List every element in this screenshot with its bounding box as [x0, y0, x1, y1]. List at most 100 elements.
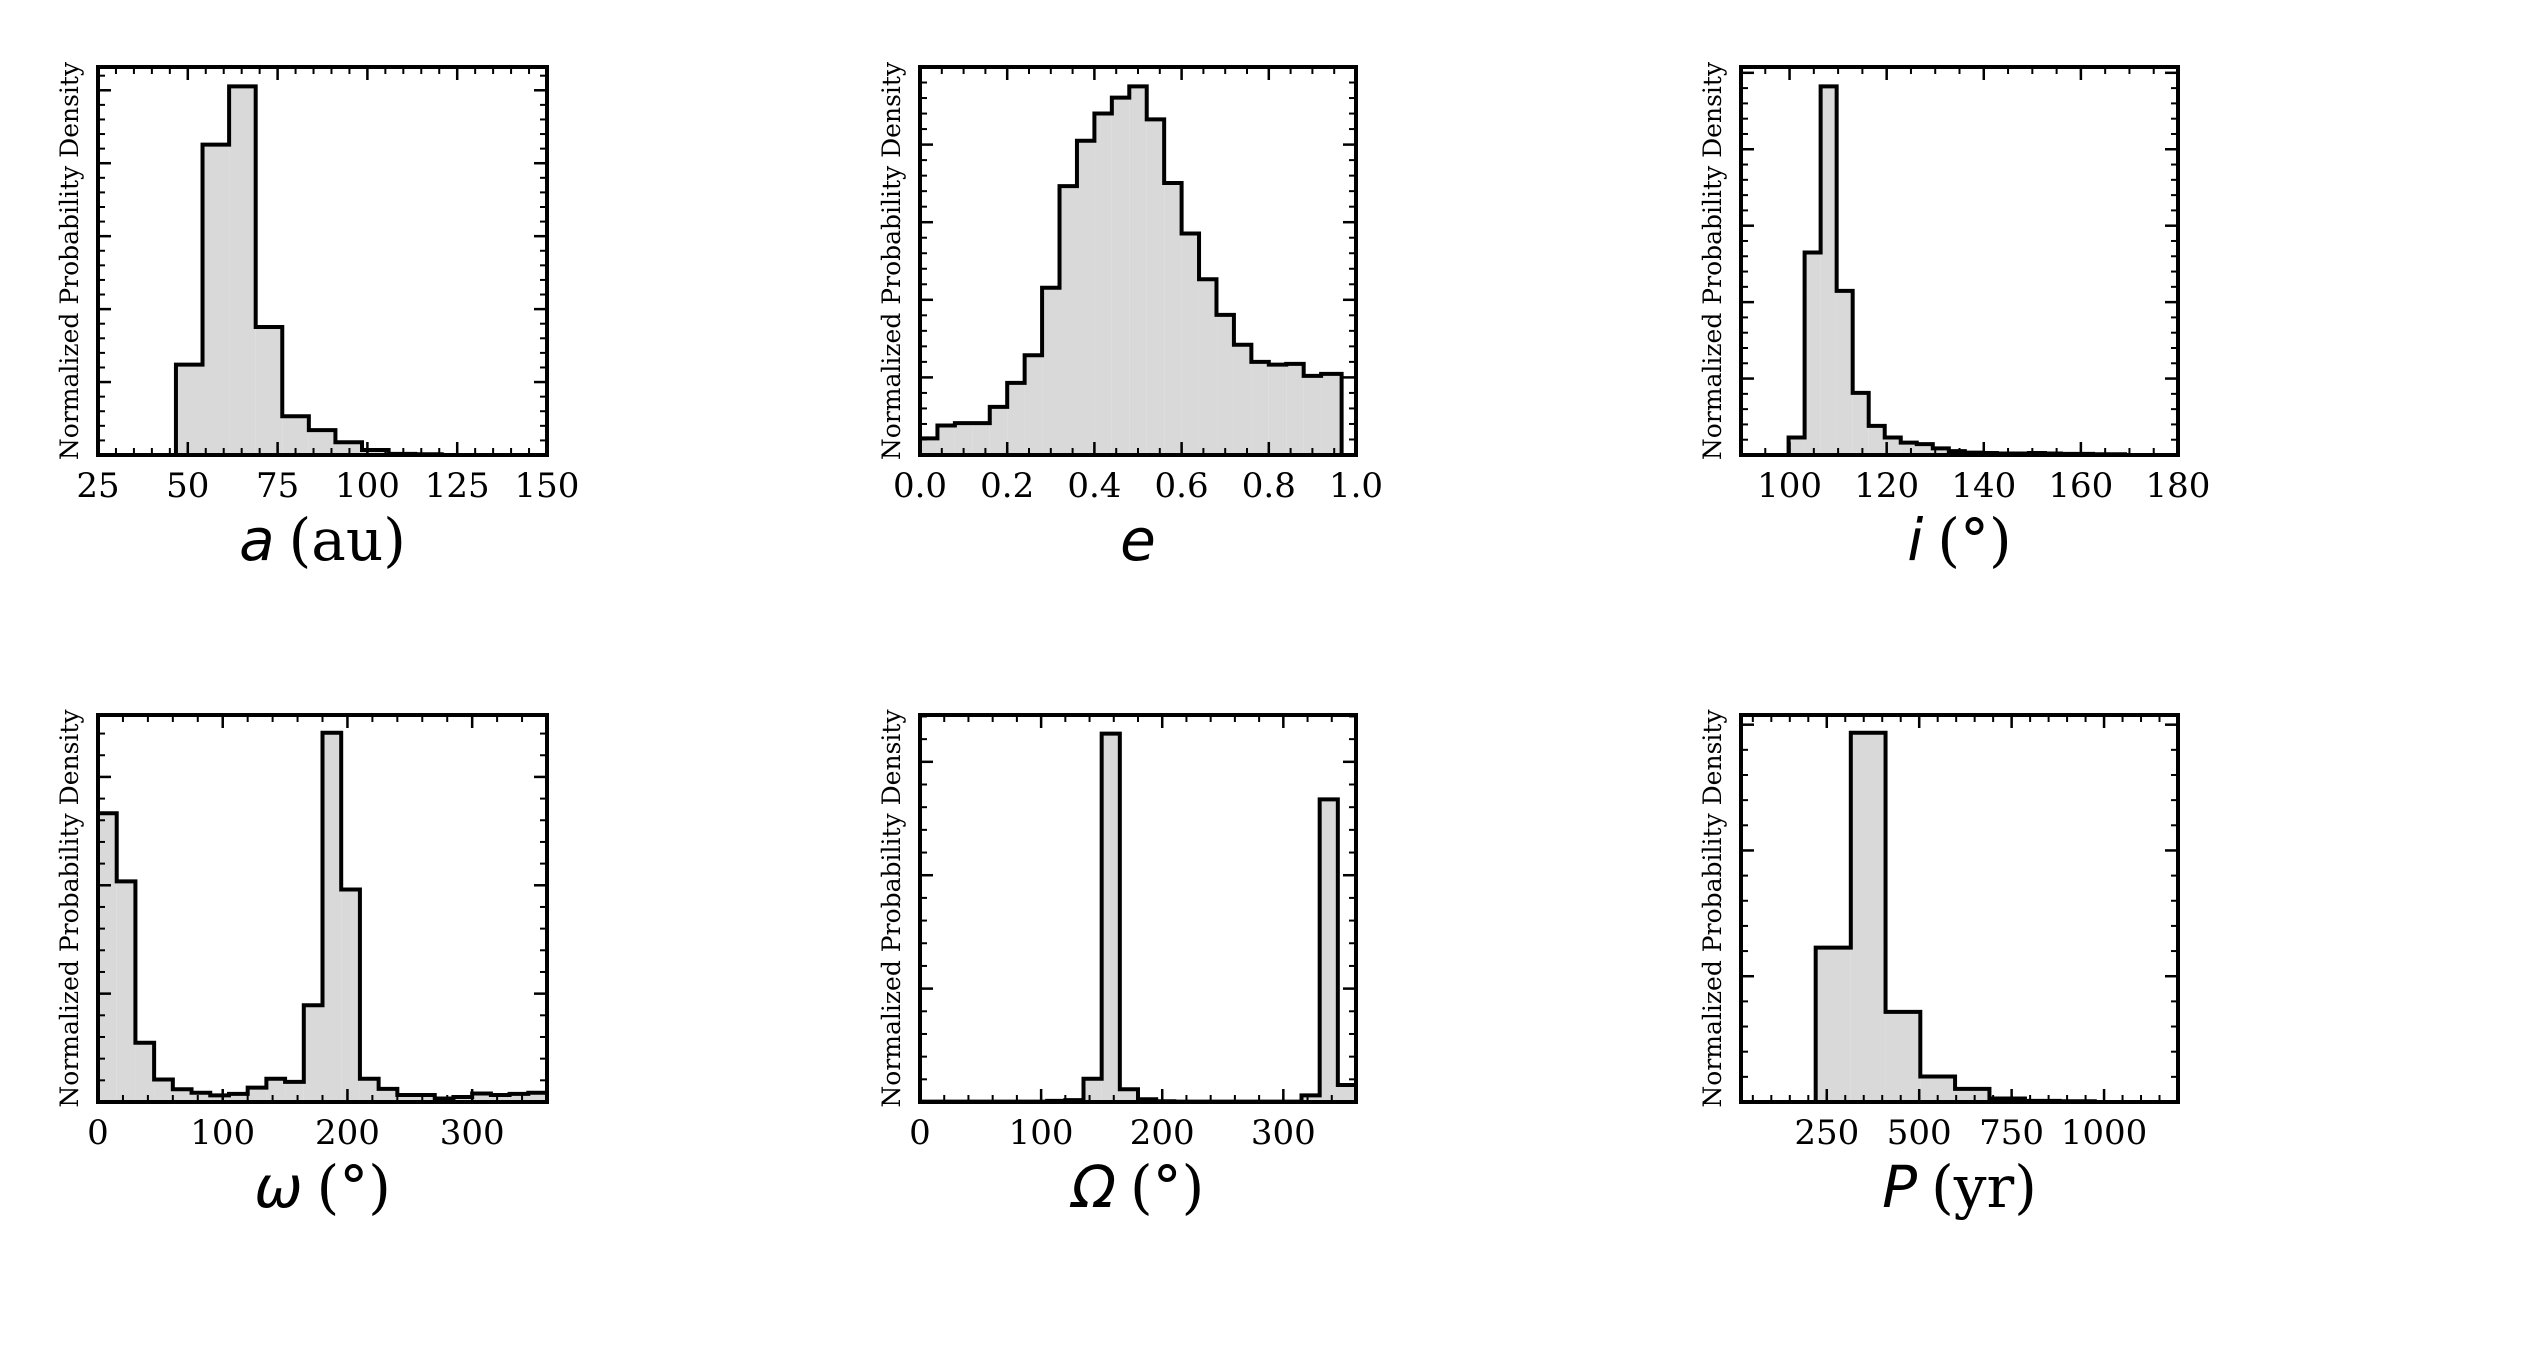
histogram-bar — [1042, 287, 1060, 455]
histogram-bar — [1111, 97, 1130, 455]
histogram-bar — [266, 1078, 286, 1102]
x-axis-symbol: P — [1882, 1153, 1917, 1221]
histogram-bar — [1059, 186, 1077, 455]
histogram-bar — [1932, 448, 1949, 455]
x-axis-label: ω (°) — [254, 1153, 391, 1221]
x-axis-symbol: i — [1907, 506, 1923, 574]
histogram-bar — [116, 881, 136, 1102]
histogram-bar — [472, 1093, 491, 1102]
x-axis-unit: (°) — [317, 1153, 391, 1221]
x-tick-label: 100 — [1009, 1113, 1074, 1153]
axes-frame — [918, 713, 1358, 1104]
histogram-bar — [490, 1095, 510, 1102]
x-tick-label: 0.2 — [980, 466, 1034, 506]
histogram-bar — [1199, 279, 1217, 455]
x-tick-label: 180 — [2146, 466, 2211, 506]
histogram-bar — [172, 1089, 192, 1102]
histogram-bar — [362, 449, 389, 455]
histogram-bar — [1129, 86, 1147, 456]
x-tick-label: 300 — [440, 1113, 505, 1153]
x-axis-unit: (au) — [289, 506, 406, 574]
histogram-bar — [359, 1078, 379, 1102]
x-tick-label: 75 — [256, 466, 299, 506]
histogram-bar — [920, 438, 938, 455]
histogram-bar — [1007, 382, 1025, 455]
histogram-bar — [285, 1081, 304, 1102]
x-tick-label: 100 — [1757, 466, 1822, 506]
x-tick-label: 1.0 — [1329, 466, 1383, 506]
histogram-bar — [303, 1005, 323, 1102]
axes-frame — [918, 65, 1358, 457]
x-axis-unit: (yr) — [1931, 1153, 2037, 1221]
x-tick-label: 120 — [1854, 466, 1919, 506]
x-axis-unit: (°) — [1130, 1153, 1204, 1221]
histogram-outline — [918, 731, 1358, 1104]
panel-omega: 0 100 200 300 Normalized Probability Density… — [55, 709, 549, 1221]
y-axis-label: Normalized Probability Density — [1698, 61, 1727, 460]
histogram-bar — [937, 425, 955, 455]
histogram-bar — [1337, 1084, 1356, 1102]
histogram-bar — [1216, 314, 1234, 455]
histogram-bar — [416, 1095, 435, 1102]
y-axis-label: Normalized Probability Density — [55, 61, 84, 460]
axes-frame — [96, 65, 549, 457]
x-tick-label: 0.6 — [1155, 466, 1209, 506]
y-axis-label: Normalized Probability Density — [1698, 709, 1727, 1108]
x-tick-label: 100 — [190, 1113, 255, 1153]
histogram-bar — [1094, 113, 1112, 455]
x-tick-label: 25 — [76, 466, 119, 506]
histogram-bar — [1181, 233, 1200, 455]
x-tick-label: 750 — [1979, 1113, 2044, 1153]
x-tick-label: 0.8 — [1242, 466, 1296, 506]
x-axis-symbol: e — [1120, 506, 1156, 574]
panel-Omega: 0 100 200 300 Normalized Probability Density… — [877, 709, 1358, 1221]
x-tick-label: 0 — [909, 1113, 931, 1153]
panel-a: 25 50 75 100 125 150 Normalized Probability De… — [55, 61, 579, 574]
x-tick-label: 200 — [315, 1113, 380, 1153]
x-axis-symbol: ω — [254, 1153, 303, 1221]
x-axis-label: a (au) — [239, 506, 406, 574]
histogram-bar — [1321, 373, 1342, 455]
histogram-bar — [989, 406, 1008, 455]
histogram-bar — [255, 326, 283, 455]
histogram-bar — [453, 1096, 473, 1102]
axes-frame — [1739, 713, 2180, 1104]
x-tick-label: 500 — [1887, 1113, 1952, 1153]
histogram-bar — [509, 1093, 529, 1102]
histogram-bar — [210, 1095, 229, 1102]
histogram-bar — [378, 1088, 398, 1102]
x-tick-label: 140 — [1951, 466, 2016, 506]
x-tick-label: 1000 — [2061, 1113, 2148, 1153]
histogram-bar — [1900, 442, 1917, 455]
histogram-bar — [228, 1093, 248, 1102]
histogram-bar — [1916, 444, 1933, 455]
histogram-bar — [1885, 1011, 1921, 1102]
histogram-bar — [1076, 140, 1095, 455]
x-tick-label: 200 — [1130, 1113, 1195, 1153]
histogram-bar — [1233, 344, 1252, 455]
x-tick-label: 300 — [1251, 1113, 1316, 1153]
histogram-bar — [1286, 363, 1304, 455]
histogram-bar — [1852, 392, 1869, 455]
histogram-bar — [1164, 183, 1182, 455]
y-axis-label: Normalized Probability Density — [55, 709, 84, 1108]
x-tick-label: 50 — [166, 466, 209, 506]
histogram-bar — [175, 364, 203, 455]
histogram-bar — [1101, 733, 1120, 1102]
histogram-bar — [1804, 252, 1821, 455]
histogram-bar — [1815, 947, 1851, 1102]
x-axis-unit: (°) — [1937, 506, 2011, 574]
x-tick-label: 0 — [87, 1113, 109, 1153]
histogram-bar — [135, 1042, 155, 1102]
histogram-bar — [1268, 364, 1287, 455]
x-axis-label: P (yr) — [1882, 1153, 2037, 1221]
histogram-bar — [1303, 375, 1322, 455]
histogram-bar — [528, 1092, 547, 1102]
histogram-bar — [1146, 119, 1165, 455]
histogram-bar — [1868, 425, 1885, 455]
histogram-bar — [341, 889, 360, 1102]
axes-frame — [1739, 65, 2180, 457]
histogram-bar — [1319, 799, 1338, 1102]
x-tick-label: 250 — [1794, 1113, 1859, 1153]
histogram-bar — [202, 144, 230, 455]
